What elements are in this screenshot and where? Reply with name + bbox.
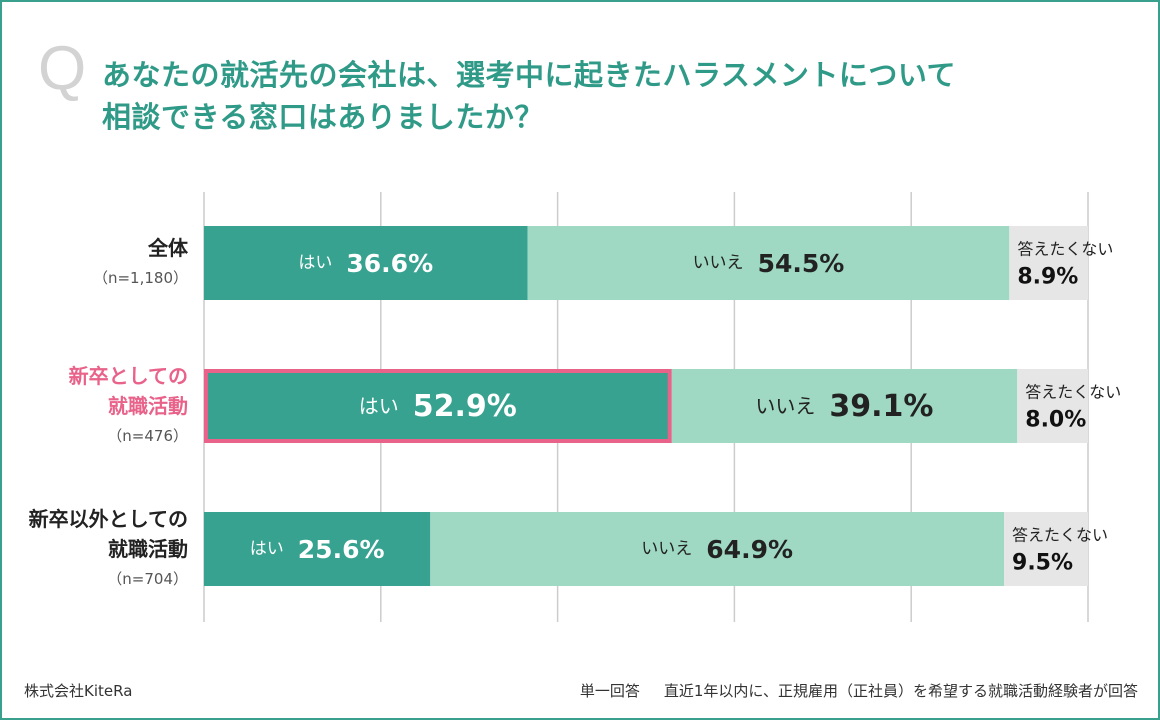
- footer-respondents: 直近1年以内に、正規雇用（正社員）を希望する就職活動経験者が回答: [663, 682, 1138, 700]
- series-value: 36.6%: [346, 249, 433, 278]
- category-label-row-3: 新卒以外としての: [29, 507, 188, 531]
- bar-yes-row-1: [204, 226, 528, 300]
- data-label-yes-row-3: はい 25.6%: [250, 535, 385, 564]
- bar-no-row-3: [430, 512, 1005, 586]
- question-line-1: あなたの就活先の会社は、選考中に起きたハラスメントについて: [102, 58, 957, 92]
- category-n-row-1: （n=1,180）: [93, 269, 188, 287]
- question-line-2: 相談できる窓口はありましたか？: [102, 100, 544, 134]
- series-name: はい: [250, 539, 284, 559]
- noanswer-value-row-3: 9.5%: [1012, 551, 1073, 576]
- series-name: いいえ: [693, 253, 744, 273]
- question-title: あなたの就活先の会社は、選考中に起きたハラスメントについて 相談できる窓口はあり…: [102, 54, 1122, 138]
- footer-company: 株式会社KiteRa: [24, 682, 133, 700]
- bar-no-row-1: [527, 226, 1010, 300]
- data-label-yes-row-2: はい 52.9%: [359, 389, 517, 424]
- bar-yes-row-2: [204, 369, 672, 443]
- data-label-yes-row-1: はい 36.6%: [298, 249, 433, 278]
- series-value: 52.9%: [413, 389, 517, 424]
- noanswer-name-row-3: 答えたくない: [1012, 526, 1108, 545]
- category-label-row-1: 全体: [147, 236, 189, 260]
- category-label-row-2: 新卒としての: [69, 364, 188, 388]
- series-value: 64.9%: [706, 535, 793, 564]
- bar-noanswer-row-1: [1009, 226, 1088, 300]
- series-value: 39.1%: [829, 389, 933, 424]
- series-name: はい: [298, 253, 332, 273]
- series-name: はい: [359, 394, 399, 418]
- highlight-border-row-2: [204, 369, 672, 443]
- data-label-no-row-3: いいえ 64.9%: [641, 535, 793, 564]
- bar-noanswer-row-3: [1004, 512, 1088, 586]
- bar-yes-row-3: [204, 512, 431, 586]
- data-label-no-row-2: いいえ 39.1%: [755, 389, 933, 424]
- category-n-row-2: （n=476）: [107, 427, 188, 445]
- noanswer-value-row-2: 8.0%: [1025, 408, 1086, 433]
- noanswer-value-row-1: 8.9%: [1017, 265, 1078, 290]
- series-name: いいえ: [755, 394, 815, 418]
- bar-noanswer-row-2: [1017, 369, 1088, 443]
- bar-no-row-2: [671, 369, 1018, 443]
- footer-answer-type: 単一回答: [579, 682, 640, 700]
- category-label-row-3: 就職活動: [108, 537, 188, 561]
- footer-note: 単一回答 直近1年以内に、正規雇用（正社員）を希望する就職活動経験者が回答: [556, 680, 1138, 701]
- category-label-row-2: 就職活動: [108, 394, 188, 418]
- question-mark-q: Q: [38, 34, 87, 103]
- noanswer-name-row-1: 答えたくない: [1017, 240, 1113, 259]
- data-label-no-row-1: いいえ 54.5%: [693, 249, 845, 278]
- series-value: 25.6%: [298, 535, 385, 564]
- series-value: 54.5%: [758, 249, 845, 278]
- category-n-row-3: （n=704）: [107, 570, 188, 588]
- noanswer-name-row-2: 答えたくない: [1025, 383, 1121, 402]
- series-name: いいえ: [641, 539, 692, 559]
